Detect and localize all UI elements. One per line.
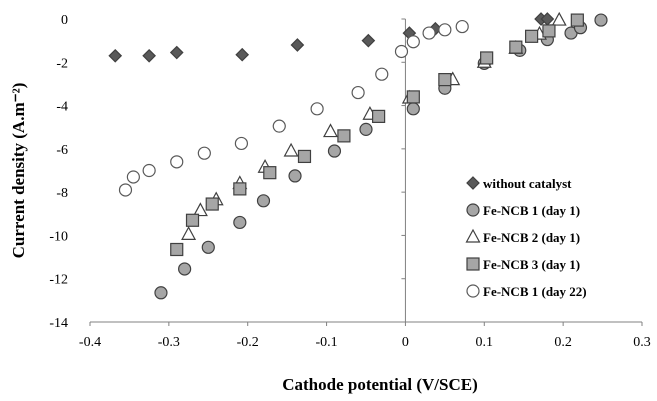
- legend-item: Fe-NCB 3 (day 1): [466, 257, 580, 272]
- legend-marker: [466, 176, 480, 190]
- y-axis-title: Current density (A.m⁻²): [9, 83, 28, 259]
- y-tick-label: -10: [49, 229, 68, 244]
- data-point: [327, 144, 342, 158]
- legend-marker: [466, 203, 480, 217]
- legend-marker: [466, 284, 480, 298]
- y-tick-label: -14: [49, 316, 68, 331]
- legend-label: Fe-NCB 1 (day 1): [483, 203, 580, 218]
- y-tick-label: -2: [56, 56, 68, 71]
- data-point: [422, 26, 436, 40]
- x-tick-label: -0.4: [79, 335, 101, 350]
- data-point: [290, 38, 305, 52]
- data-point: [256, 194, 271, 208]
- x-axis-title: Cathode potential (V/SCE): [282, 375, 478, 394]
- data-point: [169, 45, 184, 60]
- x-tick-label: -0.3: [158, 335, 180, 350]
- data-point: [438, 72, 452, 87]
- y-tick-label: -8: [56, 186, 68, 201]
- data-point: [192, 202, 208, 217]
- data-point: [551, 11, 567, 26]
- data-point: [361, 33, 376, 48]
- data-point: [406, 102, 420, 116]
- data-point: [310, 102, 324, 116]
- data-point: [233, 215, 247, 230]
- data-point: [283, 142, 299, 157]
- data-point: [197, 146, 211, 160]
- data-series: [108, 11, 608, 300]
- legend: without catalyst Fe-NCB 1 (day 1) Fe-NCB 2…: [465, 176, 587, 299]
- data-point: [142, 163, 156, 178]
- data-point: [288, 169, 302, 183]
- data-point: [178, 262, 192, 276]
- y-tick-label: -4: [56, 100, 68, 115]
- data-point: [594, 13, 608, 27]
- axes: [89, 18, 643, 326]
- legend-item: Fe-NCB 2 (day 1): [465, 228, 580, 245]
- data-point: [170, 155, 184, 169]
- data-point: [406, 90, 420, 104]
- x-tick-label: 0.1: [476, 335, 494, 350]
- data-point: [323, 123, 339, 138]
- x-tick-label: 0.2: [554, 335, 572, 350]
- data-point: [235, 47, 250, 62]
- x-tick-label: -0.2: [237, 335, 259, 350]
- data-point: [263, 166, 277, 180]
- data-point: [272, 119, 286, 133]
- data-point: [233, 182, 247, 196]
- data-point: [480, 51, 494, 65]
- y-tick-label: 0: [61, 13, 68, 28]
- x-tick-label: 0: [402, 335, 409, 350]
- data-point: [438, 23, 452, 37]
- data-point: [205, 197, 219, 211]
- data-point: [185, 213, 200, 227]
- data-point: [375, 67, 389, 81]
- data-point: [524, 29, 539, 43]
- data-point: [455, 19, 469, 34]
- data-point: [509, 40, 523, 54]
- legend-label: without catalyst: [483, 176, 572, 191]
- data-point: [297, 149, 312, 164]
- legend-item: without catalyst: [466, 176, 572, 191]
- data-point: [126, 170, 140, 184]
- x-tick-label: 0.3: [633, 335, 651, 350]
- legend-marker: [466, 257, 480, 271]
- legend-item: Fe-NCB 1 (day 1): [466, 203, 580, 218]
- series-1: [108, 12, 555, 63]
- tick-labels: -14 -12 -10 -8 -6 -4 -2 0 -0.4 -0.3 -0.2 -0.1 0 0.1 0.…: [49, 13, 650, 350]
- y-tick-label: -12: [49, 273, 68, 288]
- legend-label: Fe-NCB 2 (day 1): [483, 230, 580, 245]
- data-point: [406, 35, 420, 49]
- data-point: [542, 24, 556, 38]
- data-point: [154, 286, 168, 300]
- legend-marker: [465, 228, 481, 243]
- data-point: [170, 242, 184, 257]
- data-point: [118, 183, 133, 197]
- data-point: [201, 240, 215, 254]
- data-point: [234, 136, 249, 151]
- legend-label: Fe-NCB 1 (day 22): [483, 284, 587, 299]
- x-tick-label: -0.1: [315, 335, 337, 350]
- data-point: [394, 44, 409, 59]
- y-tick-label: -6: [56, 143, 68, 158]
- data-point: [181, 226, 197, 240]
- series-5: [118, 19, 469, 197]
- data-point: [108, 48, 123, 63]
- data-point: [359, 122, 373, 136]
- series-4: [170, 13, 584, 257]
- data-point: [351, 85, 365, 100]
- data-point: [142, 48, 156, 63]
- data-point: [570, 13, 584, 27]
- legend-label: Fe-NCB 3 (day 1): [483, 257, 580, 272]
- data-point: [372, 109, 386, 123]
- legend-item: Fe-NCB 1 (day 22): [466, 284, 587, 299]
- data-point: [337, 129, 351, 143]
